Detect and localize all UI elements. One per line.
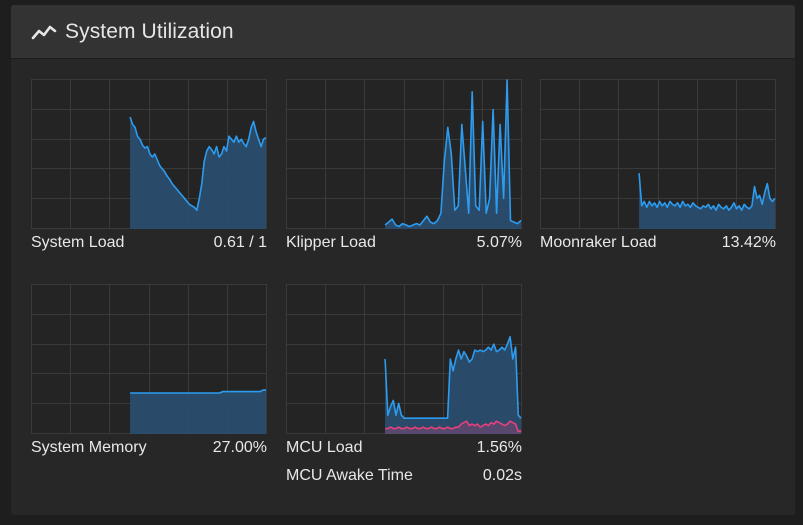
klipper-load-card: Klipper Load 5.07% xyxy=(286,79,522,257)
series-line xyxy=(384,336,522,419)
klipper-load-value: 5.07% xyxy=(476,234,522,251)
klipper-load-label: Klipper Load xyxy=(286,234,376,251)
moonraker-load-chart xyxy=(540,79,776,229)
system-load-card: System Load 0.61 / 1 xyxy=(31,79,267,257)
system-load-label: System Load xyxy=(31,234,125,251)
moonraker-load-card: Moonraker Load 13.42% xyxy=(540,79,776,257)
system-memory-row: System Memory 27.00% xyxy=(31,434,267,462)
mcu-load-card: MCU Load 1.56% MCU Awake Time 0.02s xyxy=(286,284,522,490)
moonraker-load-value: 13.42% xyxy=(721,234,776,251)
series-area xyxy=(385,336,521,434)
system-load-value: 0.61 / 1 xyxy=(213,234,267,251)
moonraker-load-label: Moonraker Load xyxy=(540,234,657,251)
series-line xyxy=(638,173,776,211)
series-area-secondary xyxy=(385,421,521,434)
mcu-load-chart xyxy=(286,284,522,434)
mcu-awake-value: 0.02s xyxy=(482,467,522,484)
mcu-load-label: MCU Load xyxy=(286,439,363,456)
system-memory-chart xyxy=(31,284,267,434)
system-load-chart xyxy=(31,79,267,229)
series-area xyxy=(130,117,266,229)
klipper-load-chart xyxy=(286,79,522,229)
series-line-secondary xyxy=(385,420,522,433)
moonraker-load-row: Moonraker Load 13.42% xyxy=(540,229,776,257)
chart-line-icon xyxy=(31,25,57,39)
series-area xyxy=(130,390,266,434)
system-memory-value: 27.00% xyxy=(212,439,267,456)
system-load-row: System Load 0.61 / 1 xyxy=(31,229,267,257)
mcu-awake-row: MCU Awake Time 0.02s xyxy=(286,462,522,490)
panel-title: System Utilization xyxy=(65,19,234,43)
series-line xyxy=(384,79,522,228)
series-area xyxy=(639,173,775,229)
system-memory-label: System Memory xyxy=(31,439,147,456)
system-memory-card: System Memory 27.00% xyxy=(31,284,267,462)
mcu-awake-label: MCU Awake Time xyxy=(286,467,413,484)
panel-header: System Utilization xyxy=(11,5,795,59)
mcu-load-value: 1.56% xyxy=(476,439,522,456)
mcu-load-row: MCU Load 1.56% xyxy=(286,434,522,462)
klipper-load-row: Klipper Load 5.07% xyxy=(286,229,522,257)
series-line xyxy=(129,116,267,211)
series-line xyxy=(130,389,266,394)
